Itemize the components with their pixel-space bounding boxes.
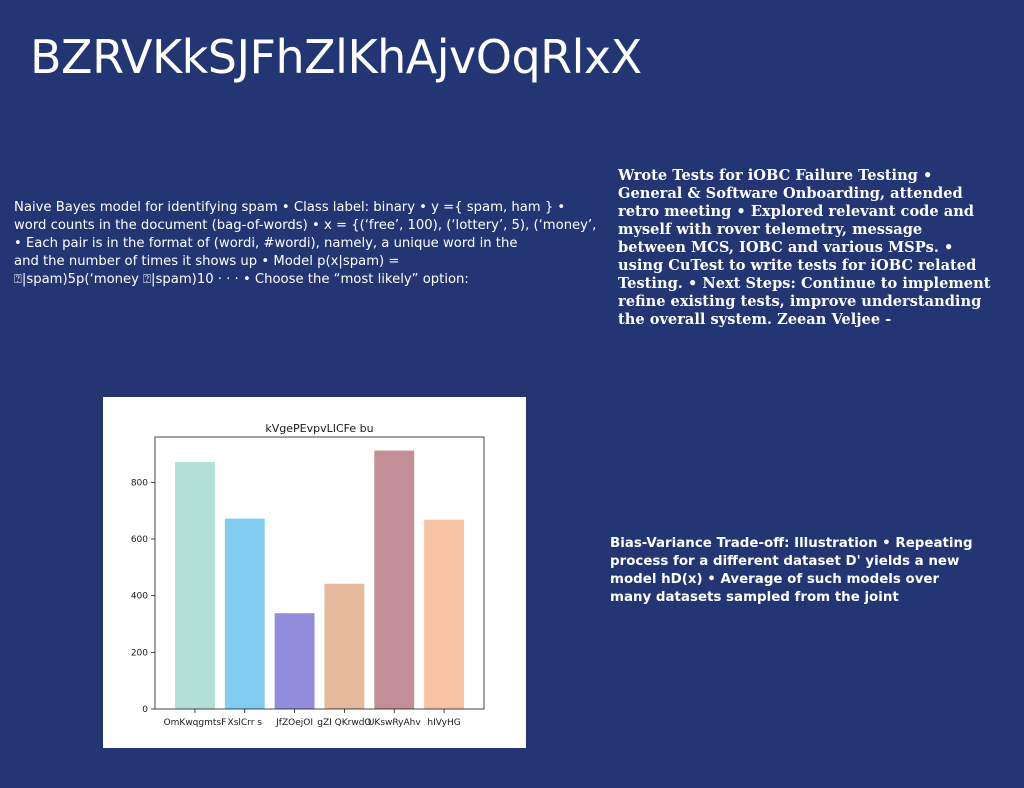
bias-variance-text-block: Bias-Variance Trade-off: Illustration • … [610, 535, 1020, 607]
bar-chart: kVgePEvpvLICFe bu 0 200 400 600 800 OmKwqgmt… [131, 422, 485, 728]
text-line: refine existing tests, improve understan… [618, 293, 982, 310]
text-line: ⍰|spam)5p(‘money ⍰|spam)10 · · · • Choos… [14, 272, 469, 287]
y-tick-label: 600 [131, 535, 148, 545]
text-line: word counts in the document (bag-of-word… [14, 218, 597, 233]
chart-title: kVgePEvpvLICFe bu [265, 422, 373, 435]
text-line: Testing. • Next Steps: Continue to imple… [618, 275, 991, 292]
bar-XslCrr-s [224, 518, 265, 709]
text-line: the overall system. Zeean Veljee - [618, 311, 892, 328]
y-tick-label: 400 [131, 592, 148, 602]
x-tick-label: JfZOejOI [275, 718, 313, 728]
text-line: and the number of times it shows up • Mo… [14, 254, 400, 269]
x-tick-label: OmKwqgmtsF [164, 718, 227, 728]
text-line: Bias-Variance Trade-off: Illustration • … [610, 536, 973, 551]
bar-gZI-QKrwdO [324, 583, 365, 709]
text-line: • Each pair is in the format of (wordi, … [14, 236, 518, 251]
bar-hIVyHG [424, 519, 465, 709]
text-line: Naive Bayes model for identifying spam •… [14, 200, 566, 215]
x-tick-label: UKswRyAhv [368, 718, 421, 728]
text-line: between MCS, IOBC and various MSPs. • [618, 239, 954, 256]
slide-title: BZRVKkSJFhZlKhAjvOqRlxX [30, 30, 642, 84]
x-tick-label: hIVyHG [427, 718, 460, 728]
naive-bayes-text-block: Naive Bayes model for identifying spam •… [14, 199, 614, 291]
iobc-testing-text-block: Wrote Tests for iOBC Failure Testing • G… [618, 167, 1022, 329]
text-line: General & Software Onboarding, attended [618, 185, 963, 202]
plot-frame [154, 436, 485, 710]
x-tick-label: XslCrr s [228, 718, 263, 728]
text-line: Wrote Tests for iOBC Failure Testing • [618, 167, 933, 184]
bar-JfZOejOI [274, 613, 315, 709]
bar-UKswRyAhv [374, 450, 415, 709]
bar-OmKwqgmtsF [174, 461, 215, 709]
bar-chart-panel: kVgePEvpvLICFe bu 0 200 400 600 800 OmKwqgmt… [103, 397, 526, 748]
text-line: many datasets sampled from the joint [610, 590, 899, 605]
x-tick-label: gZI QKrwdO [317, 718, 371, 728]
text-line: retro meeting • Explored relevant code a… [618, 203, 975, 220]
text-line: process for a different dataset D' yield… [610, 554, 960, 569]
y-tick-label: 0 [142, 705, 148, 715]
text-line: model hD(x) • Average of such models ove… [610, 572, 940, 587]
y-tick-label: 800 [131, 478, 148, 488]
text-line: using CuTest to write tests for iOBC rel… [618, 257, 977, 274]
text-line: myself with rover telemetry, message [618, 221, 923, 238]
y-tick-label: 200 [131, 648, 148, 658]
